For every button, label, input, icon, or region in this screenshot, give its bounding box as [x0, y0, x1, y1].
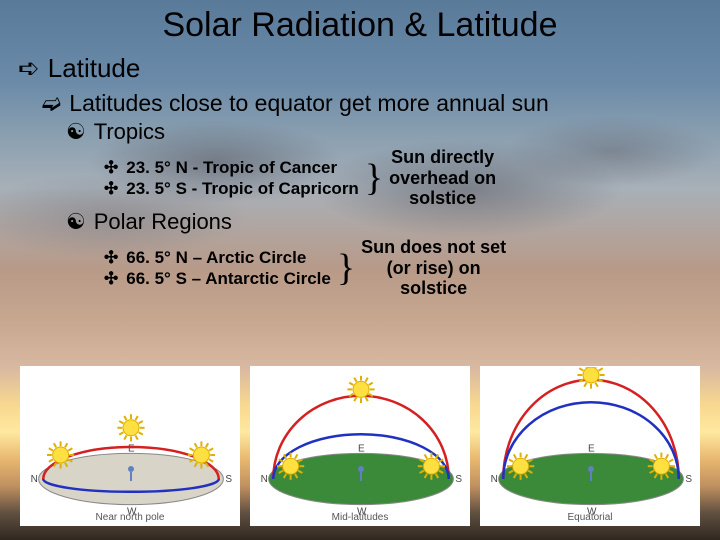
diagram-equatorial: NSEWEquatorial: [480, 366, 700, 526]
tropic-cancer: ✣ 23. 5° N - Tropic of Cancer: [104, 157, 359, 178]
svg-text:E: E: [588, 443, 595, 454]
bullet-latitude: ➪ Latitude: [18, 53, 708, 84]
bullet-tropics: ☯ Tropics: [66, 119, 708, 145]
antarctic-circle: ✣ 66. 5° S – Antarctic Circle: [104, 268, 331, 289]
tropics-group: ✣ 23. 5° N - Tropic of Cancer ✣ 23. 5° S…: [12, 147, 708, 209]
svg-text:E: E: [128, 443, 135, 454]
bullet-text: Latitude: [48, 53, 141, 84]
diagram-row: NSEWNear north pole NSEWMid-latitudes NS…: [0, 366, 720, 526]
svg-text:S: S: [455, 474, 462, 485]
polar-group: ✣ 66. 5° N – Arctic Circle ✣ 66. 5° S – …: [12, 237, 708, 299]
bullet-text: 23. 5° N - Tropic of Cancer: [126, 157, 337, 178]
diagram-near-north-pole: NSEWNear north pole: [20, 366, 240, 526]
bullet-text: 66. 5° S – Antarctic Circle: [126, 268, 331, 289]
diagram-caption: Equatorial: [567, 512, 612, 523]
arctic-circle: ✣ 66. 5° N – Arctic Circle: [104, 247, 331, 268]
svg-text:N: N: [491, 474, 498, 485]
svg-text:S: S: [225, 474, 232, 485]
svg-text:S: S: [685, 474, 692, 485]
bullet-icon: ➫: [42, 90, 61, 117]
polar-note: Sun does not set (or rise) on solstice: [361, 237, 506, 299]
tropics-note: Sun directly overhead on solstice: [389, 147, 496, 209]
diagram-caption: Near north pole: [96, 512, 165, 523]
bullet-text: 23. 5° S - Tropic of Capricorn: [126, 178, 359, 199]
diagram-caption: Mid-latitudes: [332, 512, 389, 523]
svg-text:N: N: [31, 474, 38, 485]
tropic-capricorn: ✣ 23. 5° S - Tropic of Capricorn: [104, 178, 359, 199]
brace-icon: }: [337, 251, 355, 285]
bullet-icon: ✣: [104, 268, 118, 289]
bullet-polar: ☯ Polar Regions: [66, 209, 708, 235]
bullet-icon: ☯: [66, 119, 86, 145]
slide-title: Solar Radiation & Latitude: [12, 6, 708, 45]
bullet-text: 66. 5° N – Arctic Circle: [126, 247, 306, 268]
bullet-icon: ☯: [66, 209, 86, 235]
bullet-icon: ✣: [104, 157, 118, 178]
brace-icon: }: [365, 161, 383, 195]
slide-content: Solar Radiation & Latitude ➪ Latitude ➫ …: [0, 0, 720, 299]
bullet-icon: ✣: [104, 247, 118, 268]
bullet-icon: ✣: [104, 178, 118, 199]
bullet-equator-sun: ➫ Latitudes close to equator get more an…: [42, 90, 708, 117]
bullet-text: Polar Regions: [94, 209, 232, 235]
bullet-text: Tropics: [94, 119, 165, 145]
svg-text:N: N: [261, 474, 268, 485]
diagram-mid-latitudes: NSEWMid-latitudes: [250, 366, 470, 526]
bullet-text: Latitudes close to equator get more annu…: [69, 90, 549, 117]
svg-text:E: E: [358, 443, 365, 454]
bullet-icon: ➪: [18, 53, 40, 84]
